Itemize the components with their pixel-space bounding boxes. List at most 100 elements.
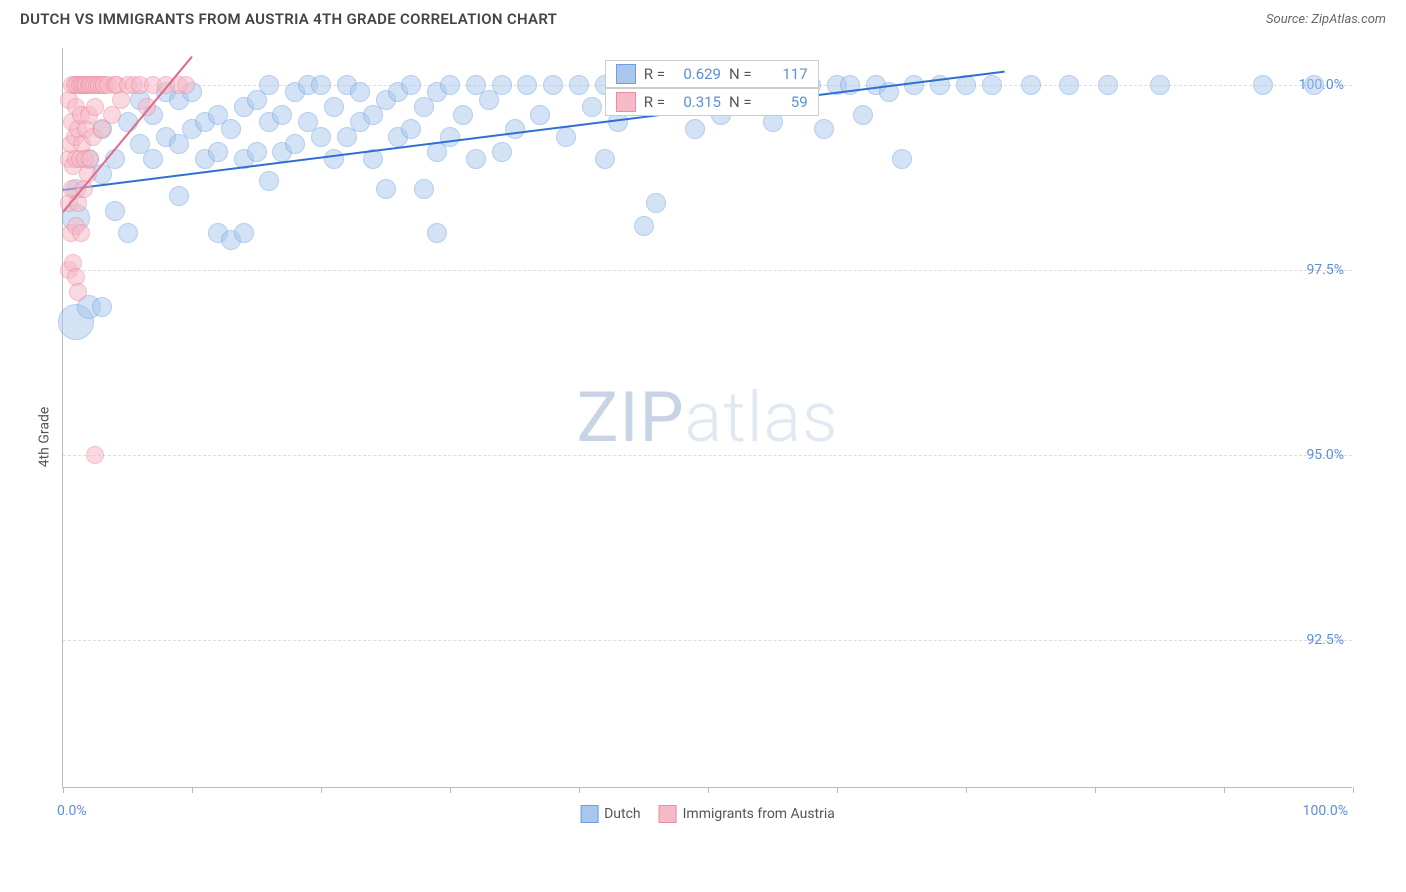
scatter-point (1098, 75, 1118, 95)
gridline-h (63, 640, 1352, 641)
scatter-point (208, 142, 228, 162)
x-tick (579, 787, 580, 793)
x-tick (966, 787, 967, 793)
scatter-point (259, 75, 279, 95)
legend-item: Immigrants from Austria (659, 805, 835, 823)
scatter-point (1304, 75, 1324, 95)
scatter-point (221, 119, 241, 139)
scatter-point (853, 105, 873, 125)
scatter-point (86, 446, 104, 464)
scatter-point (634, 216, 654, 236)
scatter-point (234, 223, 254, 243)
scatter-point (517, 75, 537, 95)
scatter-point (350, 82, 370, 102)
scatter-point (569, 75, 589, 95)
watermark-part2: atlas (685, 377, 839, 459)
scatter-point (892, 149, 912, 169)
y-axis-label: 4th Grade (36, 407, 52, 468)
x-tick (837, 787, 838, 793)
stats-box: R =0.629N =117R =0.315N =59 (605, 60, 819, 116)
scatter-point (1059, 75, 1079, 95)
scatter-point (1021, 75, 1041, 95)
scatter-point (324, 149, 344, 169)
scatter-point (324, 97, 344, 117)
stats-r-label: R = (644, 65, 665, 83)
stats-row: R =0.629N =117 (605, 60, 819, 88)
scatter-point (272, 105, 292, 125)
scatter-point (505, 119, 525, 139)
scatter-point (904, 75, 924, 95)
scatter-point (311, 127, 331, 147)
scatter-point (595, 149, 615, 169)
scatter-point (69, 283, 87, 301)
watermark-part1: ZIP (577, 377, 685, 459)
stats-swatch (616, 92, 636, 112)
scatter-point (982, 75, 1002, 95)
scatter-point (81, 150, 99, 168)
scatter-point (440, 75, 460, 95)
scatter-point (86, 98, 104, 116)
scatter-point (311, 75, 331, 95)
scatter-point (247, 142, 267, 162)
scatter-point (401, 75, 421, 95)
stats-swatch (616, 64, 636, 84)
x-max-label: 100.0% (1303, 803, 1348, 819)
scatter-point (105, 201, 125, 221)
scatter-point (401, 119, 421, 139)
legend-swatch (580, 805, 598, 823)
x-tick (1224, 787, 1225, 793)
scatter-point (93, 120, 111, 138)
scatter-point (427, 223, 447, 243)
stats-row: R = 0.315 N = 59 (605, 88, 819, 116)
scatter-point (492, 75, 512, 95)
x-tick (1353, 787, 1354, 793)
stats-r-label: R = (644, 93, 665, 111)
legend-label: Dutch (604, 806, 641, 822)
scatter-point (285, 134, 305, 154)
scatter-point (814, 119, 834, 139)
scatter-point (143, 149, 163, 169)
scatter-point (177, 76, 195, 94)
scatter-point (685, 119, 705, 139)
scatter-point (582, 97, 602, 117)
scatter-point (453, 105, 473, 125)
stats-n-label: N = (729, 93, 752, 111)
stats-n-label: N = (729, 65, 752, 83)
scatter-point (118, 223, 138, 243)
x-tick (450, 787, 451, 793)
stats-r-value: 0.629 (673, 65, 721, 83)
y-tick-label: 92.5% (1306, 632, 1344, 648)
x-tick (1095, 787, 1096, 793)
chart-title: DUTCH VS IMMIGRANTS FROM AUSTRIA 4TH GRA… (20, 10, 557, 28)
scatter-point (440, 127, 460, 147)
watermark: ZIPatlas (577, 377, 839, 459)
scatter-point (492, 142, 512, 162)
y-tick-label: 95.0% (1306, 447, 1344, 463)
stats-r-value: 0.315 (673, 93, 721, 111)
y-tick-label: 97.5% (1306, 262, 1344, 278)
gridline-h (63, 455, 1352, 456)
scatter-point (556, 127, 576, 147)
scatter-point (259, 171, 279, 191)
scatter-point (169, 186, 189, 206)
legend-label: Immigrants from Austria (683, 806, 835, 822)
bottom-legend: Dutch Immigrants from Austria (580, 805, 835, 823)
scatter-point (414, 179, 434, 199)
scatter-point (1150, 75, 1170, 95)
gridline-h (63, 270, 1352, 271)
scatter-point (92, 297, 112, 317)
scatter-point (543, 75, 563, 95)
chart-container: 4th Grade ZIPatlas 92.5% 95.0% 97.5% 100.0%… (20, 42, 1386, 832)
x-tick (708, 787, 709, 793)
x-min-label: 0.0% (57, 803, 87, 819)
chart-source: Source: ZipAtlas.com (1266, 12, 1386, 27)
stats-n-value: 59 (760, 93, 808, 111)
legend-swatch (659, 805, 677, 823)
x-tick (321, 787, 322, 793)
legend-item: Dutch (580, 805, 641, 823)
plot-area: ZIPatlas 92.5%95.0%97.5%100.0%0.0%100.0%… (62, 48, 1352, 788)
scatter-point (376, 179, 396, 199)
x-tick (192, 787, 193, 793)
scatter-point (530, 105, 550, 125)
scatter-point (1253, 75, 1273, 95)
